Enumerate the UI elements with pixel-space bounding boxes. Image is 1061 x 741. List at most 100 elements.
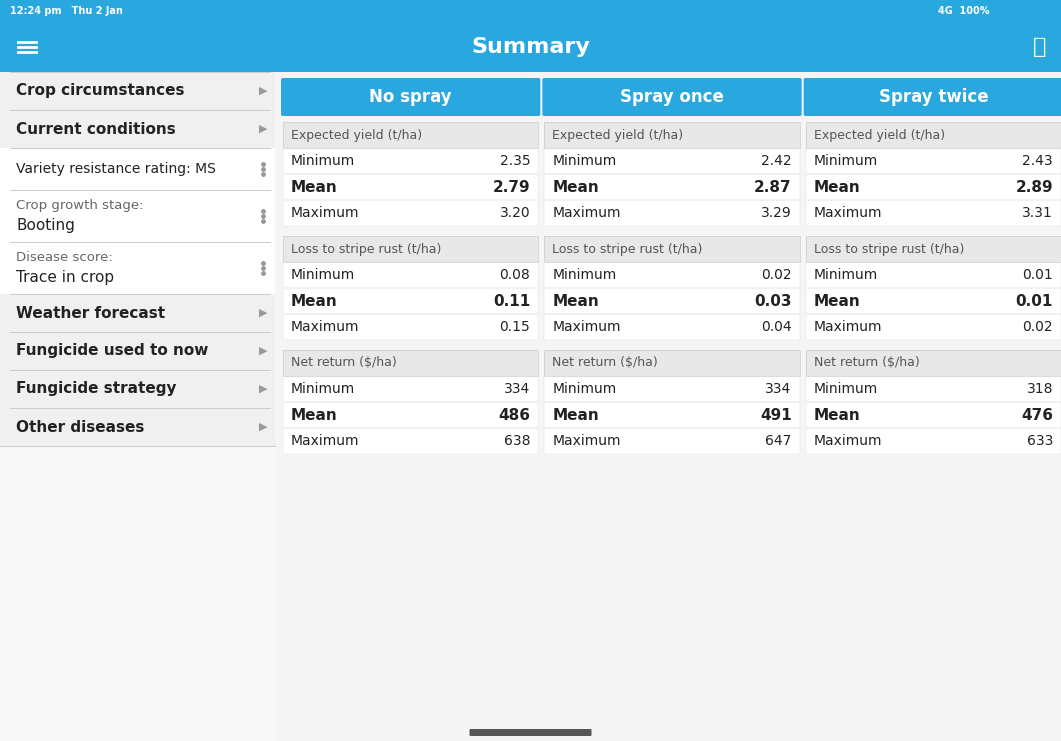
FancyBboxPatch shape (544, 314, 800, 340)
FancyBboxPatch shape (0, 22, 1061, 72)
Text: Crop growth stage:: Crop growth stage: (16, 199, 143, 212)
Text: Minimum: Minimum (291, 154, 355, 168)
Text: Loss to stripe rust (t/ha): Loss to stripe rust (t/ha) (553, 242, 702, 256)
Text: Spray once: Spray once (620, 88, 724, 106)
Text: Mean: Mean (291, 293, 337, 308)
Bar (544, 236, 800, 262)
Text: Maximum: Maximum (553, 206, 621, 220)
Text: Other diseases: Other diseases (16, 419, 144, 434)
Text: Expected yield (t/ha): Expected yield (t/ha) (814, 128, 944, 142)
Bar (544, 314, 800, 340)
Text: 0.04: 0.04 (761, 320, 792, 334)
Bar (283, 402, 538, 428)
FancyBboxPatch shape (470, 729, 591, 736)
Text: Minimum: Minimum (814, 268, 877, 282)
Bar (805, 236, 1061, 262)
Text: Weather forecast: Weather forecast (16, 305, 166, 321)
Bar (544, 200, 800, 226)
FancyBboxPatch shape (544, 350, 800, 376)
Text: Expected yield (t/ha): Expected yield (t/ha) (291, 128, 422, 142)
Text: Minimum: Minimum (814, 154, 877, 168)
FancyBboxPatch shape (805, 262, 1061, 288)
Text: Maximum: Maximum (553, 320, 621, 334)
Text: Disease score:: Disease score: (16, 251, 112, 264)
Text: Spray twice: Spray twice (879, 88, 988, 106)
Text: 0.15: 0.15 (500, 320, 530, 334)
FancyBboxPatch shape (283, 148, 538, 174)
Text: Expected yield (t/ha): Expected yield (t/ha) (553, 128, 683, 142)
Bar (283, 428, 538, 454)
FancyBboxPatch shape (283, 236, 538, 262)
Bar (805, 122, 1061, 148)
Text: ▶: ▶ (259, 384, 267, 394)
FancyBboxPatch shape (544, 200, 800, 226)
FancyBboxPatch shape (283, 350, 538, 376)
FancyBboxPatch shape (544, 428, 800, 454)
Bar (283, 350, 538, 376)
Text: 633: 633 (1027, 434, 1053, 448)
Text: Mean: Mean (553, 408, 599, 422)
Text: 486: 486 (499, 408, 530, 422)
Text: 3.31: 3.31 (1022, 206, 1053, 220)
Text: Fungicide strategy: Fungicide strategy (16, 382, 176, 396)
FancyBboxPatch shape (0, 148, 275, 190)
FancyBboxPatch shape (805, 236, 1061, 262)
FancyBboxPatch shape (805, 402, 1061, 428)
FancyBboxPatch shape (805, 288, 1061, 314)
Bar (805, 288, 1061, 314)
Text: Maximum: Maximum (553, 434, 621, 448)
FancyBboxPatch shape (281, 78, 540, 116)
FancyBboxPatch shape (0, 408, 275, 446)
Text: 12:24 pm   Thu 2 Jan: 12:24 pm Thu 2 Jan (10, 6, 123, 16)
FancyBboxPatch shape (544, 376, 800, 402)
FancyBboxPatch shape (0, 0, 1061, 22)
Text: 0.11: 0.11 (493, 293, 530, 308)
Text: Booting: Booting (16, 218, 75, 233)
Bar (283, 200, 538, 226)
Text: Mean: Mean (553, 179, 599, 194)
Text: 2.35: 2.35 (500, 154, 530, 168)
Text: Mean: Mean (553, 293, 599, 308)
Text: 0.02: 0.02 (761, 268, 792, 282)
FancyBboxPatch shape (0, 110, 275, 148)
Text: Mean: Mean (814, 293, 860, 308)
Bar (283, 314, 538, 340)
Text: Crop circumstances: Crop circumstances (16, 84, 185, 99)
Text: ▶: ▶ (259, 308, 267, 318)
Text: Variety resistance rating: MS: Variety resistance rating: MS (16, 162, 215, 176)
Bar (283, 288, 538, 314)
Bar (544, 122, 800, 148)
Text: Maximum: Maximum (291, 434, 360, 448)
Text: 3.29: 3.29 (761, 206, 792, 220)
FancyBboxPatch shape (0, 370, 275, 408)
Bar (544, 174, 800, 200)
FancyBboxPatch shape (544, 174, 800, 200)
Text: Maximum: Maximum (291, 206, 360, 220)
FancyBboxPatch shape (275, 72, 1061, 741)
Bar (805, 148, 1061, 174)
FancyBboxPatch shape (544, 122, 800, 148)
Bar (805, 376, 1061, 402)
Bar (283, 122, 538, 148)
Text: 0.02: 0.02 (1023, 320, 1053, 334)
Text: ▶: ▶ (259, 86, 267, 96)
Bar (544, 376, 800, 402)
Text: 647: 647 (765, 434, 792, 448)
Text: 334: 334 (765, 382, 792, 396)
Text: Loss to stripe rust (t/ha): Loss to stripe rust (t/ha) (291, 242, 441, 256)
FancyBboxPatch shape (805, 350, 1061, 376)
Text: ▶: ▶ (259, 124, 267, 134)
Text: Minimum: Minimum (553, 268, 616, 282)
FancyBboxPatch shape (283, 262, 538, 288)
Bar (544, 428, 800, 454)
Text: ▶: ▶ (259, 346, 267, 356)
Text: Loss to stripe rust (t/ha): Loss to stripe rust (t/ha) (814, 242, 964, 256)
Bar (283, 236, 538, 262)
Bar (283, 148, 538, 174)
FancyBboxPatch shape (283, 200, 538, 226)
Text: Maximum: Maximum (814, 320, 882, 334)
Text: 334: 334 (504, 382, 530, 396)
Text: ▶: ▶ (259, 422, 267, 432)
Text: Mean: Mean (291, 179, 337, 194)
FancyBboxPatch shape (283, 376, 538, 402)
